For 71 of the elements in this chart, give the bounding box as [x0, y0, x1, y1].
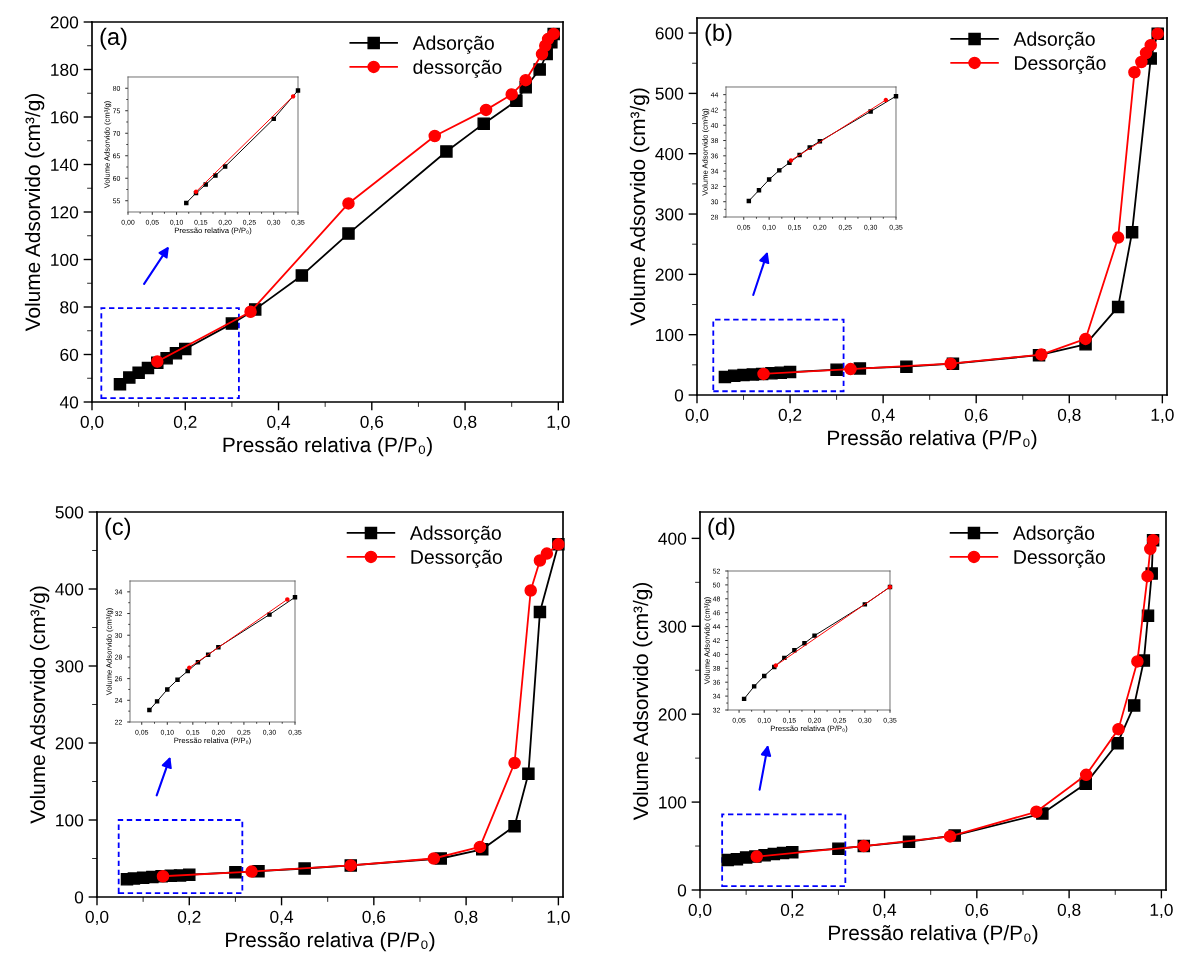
y-tick-label: 200	[655, 268, 684, 281]
y-axis-title: Volume Adsorvido (cm³/g)	[29, 586, 50, 824]
y-tick-label: 400	[655, 147, 684, 161]
x-tick-label: 0,0	[80, 415, 104, 430]
x-tick-label: 1,0	[547, 415, 570, 430]
y-tick-label: 200	[55, 737, 84, 750]
y-tick-label: 400	[55, 583, 84, 596]
annotation: (d)	[708, 517, 735, 540]
annotation: (a)	[100, 27, 127, 50]
y-axis-title: Volume Adsorvido (cm³/g)	[629, 88, 650, 326]
x-tick-label: 0,2	[780, 903, 804, 918]
y-tick-label: 400	[658, 532, 687, 545]
x-tick-label: 0,4	[873, 903, 897, 918]
legend-label: Dessorção	[1015, 55, 1106, 74]
y-axis-title: Volume Adsorvido (cm³/g)	[24, 94, 45, 332]
legend-label: Adsorção	[1012, 525, 1095, 544]
x-tick-label: 0,6	[965, 903, 989, 918]
y-tick-label: 300	[658, 620, 687, 633]
legend-label: Adsorção	[1013, 31, 1095, 50]
y-tick-label: 300	[655, 208, 684, 221]
y-tick-label: 40	[59, 396, 79, 409]
y-axis-title: Volume Adsorvido (cm³/g)	[632, 583, 653, 821]
y-tick-label: 600	[655, 27, 684, 40]
annotation: (b)	[705, 23, 732, 46]
y-tick-label: 200	[658, 708, 687, 721]
x-tick-label: 0,6	[964, 408, 988, 423]
x-tick-label: 0,8	[454, 910, 478, 925]
annotation: (c)	[105, 517, 131, 540]
y-tick-label: 200	[50, 16, 79, 29]
y-tick-label: 120	[51, 206, 79, 219]
x-tick-label: 1,0	[1150, 903, 1173, 918]
y-tick-label: 80	[60, 301, 79, 314]
y-tick-label: 100	[56, 814, 84, 827]
x-tick-label: 0,0	[685, 408, 709, 423]
x-tick-label: 0,2	[177, 910, 201, 925]
x-axis-title: Pressão relativa (P/P₀)	[829, 924, 1038, 945]
y-tick-label: 0	[677, 884, 687, 897]
x-tick-label: 1,0	[547, 910, 570, 925]
legend-label: Dessorção	[411, 549, 502, 568]
y-tick-label: 0	[674, 389, 684, 402]
x-tick-label: 0,8	[1057, 408, 1081, 423]
legend-label: Dessorção	[1014, 549, 1105, 568]
legend-label: Adssorção	[409, 525, 501, 544]
y-tick-label: 100	[51, 253, 79, 266]
y-tick-label: 100	[656, 328, 684, 342]
x-tick-label: 0,6	[362, 910, 386, 925]
x-tick-label: 0,6	[360, 415, 384, 430]
x-tick-label: 0,8	[453, 415, 477, 430]
y-tick-label: 500	[655, 87, 684, 100]
x-axis-title: Pressão relativa (P/P₀)	[226, 931, 435, 952]
x-tick-label: 0,2	[173, 415, 197, 430]
x-axis-title: Pressão relativa (P/P₀)	[828, 429, 1037, 450]
x-tick-label: 1,0	[1151, 408, 1174, 423]
y-tick-label: 160	[51, 111, 79, 124]
x-tick-label: 0,4	[270, 910, 294, 925]
y-tick-label: 100	[659, 796, 687, 809]
x-tick-label: 0,4	[267, 415, 291, 430]
y-tick-label: 0	[74, 891, 84, 904]
x-tick-label: 0,8	[1057, 903, 1081, 918]
x-tick-label: 0,4	[871, 408, 895, 423]
x-tick-label: 0,2	[778, 408, 802, 423]
legend-label: dessorção	[413, 59, 502, 78]
legend-label: Adsorção	[412, 35, 494, 54]
y-tick-label: 180	[51, 63, 79, 76]
x-axis-title: Pressão relativa (P/P₀)	[223, 436, 432, 457]
x-tick-label: 0,0	[688, 903, 712, 918]
y-tick-label: 60	[60, 348, 79, 361]
y-tick-label: 140	[51, 158, 79, 171]
x-tick-label: 0,0	[85, 910, 109, 925]
y-tick-label: 300	[55, 660, 84, 673]
y-tick-label: 500	[55, 506, 84, 519]
